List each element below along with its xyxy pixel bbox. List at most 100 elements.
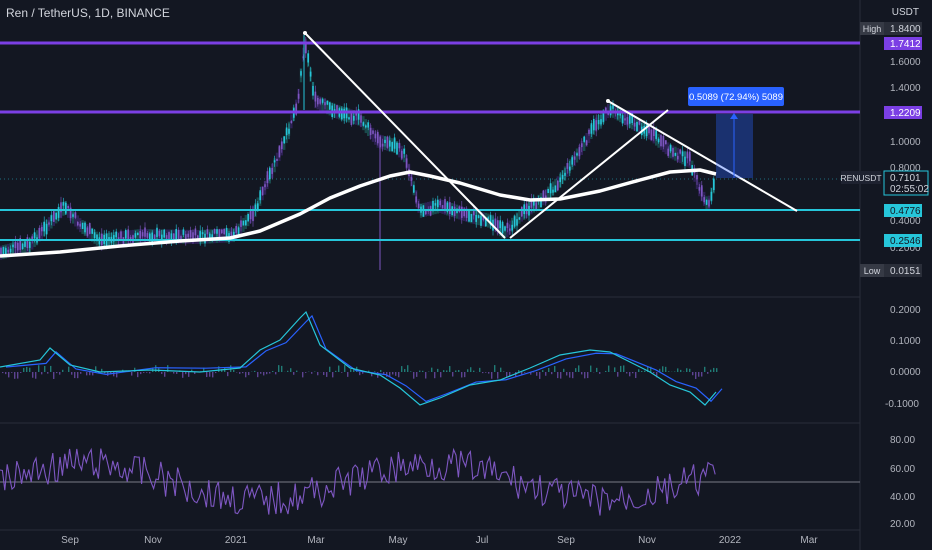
- candle-body: [194, 228, 197, 236]
- candle-body: [189, 230, 192, 238]
- candle-body: [264, 184, 266, 188]
- candle-body: [221, 229, 223, 234]
- rsi-tick: 40.00: [890, 492, 915, 503]
- candle-body: [21, 243, 24, 250]
- macd-histogram-bar: [557, 372, 559, 379]
- macd-tick: 0.0000: [890, 367, 921, 378]
- candle-body: [65, 202, 67, 214]
- candle-body: [605, 107, 607, 111]
- trendline-handle[interactable]: [606, 99, 610, 103]
- macd-tick: -0.1000: [885, 399, 919, 410]
- trendline-descending-1[interactable]: [304, 32, 506, 239]
- measure-label: 0.5089 (72.94%) 5089: [689, 92, 783, 103]
- candle-body: [557, 180, 559, 191]
- macd-histogram-bar: [353, 368, 355, 372]
- candle-body: [631, 112, 633, 124]
- macd-histogram-bar: [596, 367, 598, 372]
- macd-histogram-bar: [332, 372, 334, 378]
- candle-body: [710, 191, 713, 201]
- macd-histogram-bar: [410, 371, 412, 372]
- macd-histogram-bar: [368, 370, 370, 372]
- macd-tick: 0.1000: [890, 336, 921, 347]
- candle-body: [144, 227, 146, 237]
- macd-histogram-bar: [374, 371, 376, 372]
- candle-body: [321, 99, 324, 103]
- candle-body: [266, 171, 269, 183]
- symbol-title[interactable]: Ren / TetherUS, 1D, BINANCE: [6, 6, 170, 20]
- macd-histogram-bar: [395, 372, 397, 376]
- candle-body: [415, 196, 417, 203]
- candle-body: [439, 200, 441, 206]
- ribbon-segment: [583, 137, 586, 151]
- candle-body: [209, 233, 211, 240]
- macd-histogram-bar: [488, 372, 490, 374]
- macd-histogram-bar: [623, 365, 625, 372]
- macd-histogram-bar: [203, 367, 205, 372]
- ribbon-segment: [321, 97, 324, 112]
- last-price: 0.7101: [890, 173, 921, 184]
- trendline-descending-2[interactable]: [607, 100, 798, 212]
- macd-histogram-bar: [23, 367, 25, 372]
- trendline-ascending[interactable]: [509, 109, 669, 239]
- macd-histogram-bar: [449, 366, 451, 372]
- candle-body: [38, 227, 41, 239]
- macd-histogram-bar: [248, 372, 250, 376]
- candle-body: [180, 236, 182, 242]
- macd-histogram-bar: [338, 365, 340, 372]
- macd-histogram-bar: [86, 372, 88, 376]
- ribbon-segment: [223, 228, 226, 243]
- candle-body: [684, 156, 686, 167]
- macd-histogram-bar: [422, 370, 424, 372]
- macd-histogram-bar: [434, 372, 436, 379]
- macd-histogram-bar: [242, 372, 244, 374]
- last-price-tag: [883, 170, 929, 196]
- macd-histogram-bar: [92, 372, 94, 376]
- candle-body: [240, 220, 242, 227]
- candle-body: [513, 216, 516, 227]
- candle-body: [672, 148, 674, 157]
- candle-body: [571, 157, 573, 165]
- macd-histogram-bar: [416, 372, 418, 377]
- candle-body: [681, 151, 684, 157]
- high-value: 1.8400: [890, 24, 921, 35]
- candle-body: [213, 229, 216, 234]
- macd-histogram-bar: [101, 368, 103, 372]
- candle-body: [633, 122, 636, 127]
- candle-body: [434, 203, 437, 206]
- trendline-handle[interactable]: [303, 31, 307, 35]
- macd-histogram-bar: [629, 372, 631, 377]
- candle-body: [163, 229, 165, 238]
- macd-histogram-bar: [467, 369, 469, 372]
- candle-body: [242, 220, 245, 226]
- candle-body: [494, 218, 497, 226]
- candle-body: [432, 200, 434, 210]
- candle-body: [573, 156, 576, 160]
- candle-body: [5, 248, 7, 255]
- candle-body: [545, 195, 547, 200]
- candle-body: [273, 160, 276, 163]
- time-tick: Nov: [638, 535, 656, 546]
- macd-histogram-bar: [644, 370, 646, 372]
- candle-body: [619, 112, 621, 116]
- candle-body: [662, 135, 665, 147]
- candle-body: [19, 238, 21, 250]
- macd-histogram-bar: [182, 372, 184, 378]
- macd-signal-line: [5, 314, 723, 403]
- candle-body: [247, 213, 249, 222]
- macd-histogram-bar: [245, 372, 247, 378]
- macd-histogram-bar: [263, 372, 265, 376]
- candle-body: [509, 228, 511, 231]
- candle-body: [583, 136, 585, 142]
- macd-histogram-bar: [290, 368, 292, 372]
- candle-body: [185, 234, 187, 243]
- high-label: High: [863, 24, 882, 34]
- candle-body: [367, 122, 369, 128]
- candle-body: [62, 202, 65, 206]
- macd-histogram-bar: [710, 369, 712, 372]
- candle-body: [360, 115, 362, 123]
- candle-body: [290, 120, 293, 124]
- candle-body: [552, 189, 554, 193]
- candle-body: [0, 247, 2, 256]
- ribbon-segment: [679, 149, 682, 164]
